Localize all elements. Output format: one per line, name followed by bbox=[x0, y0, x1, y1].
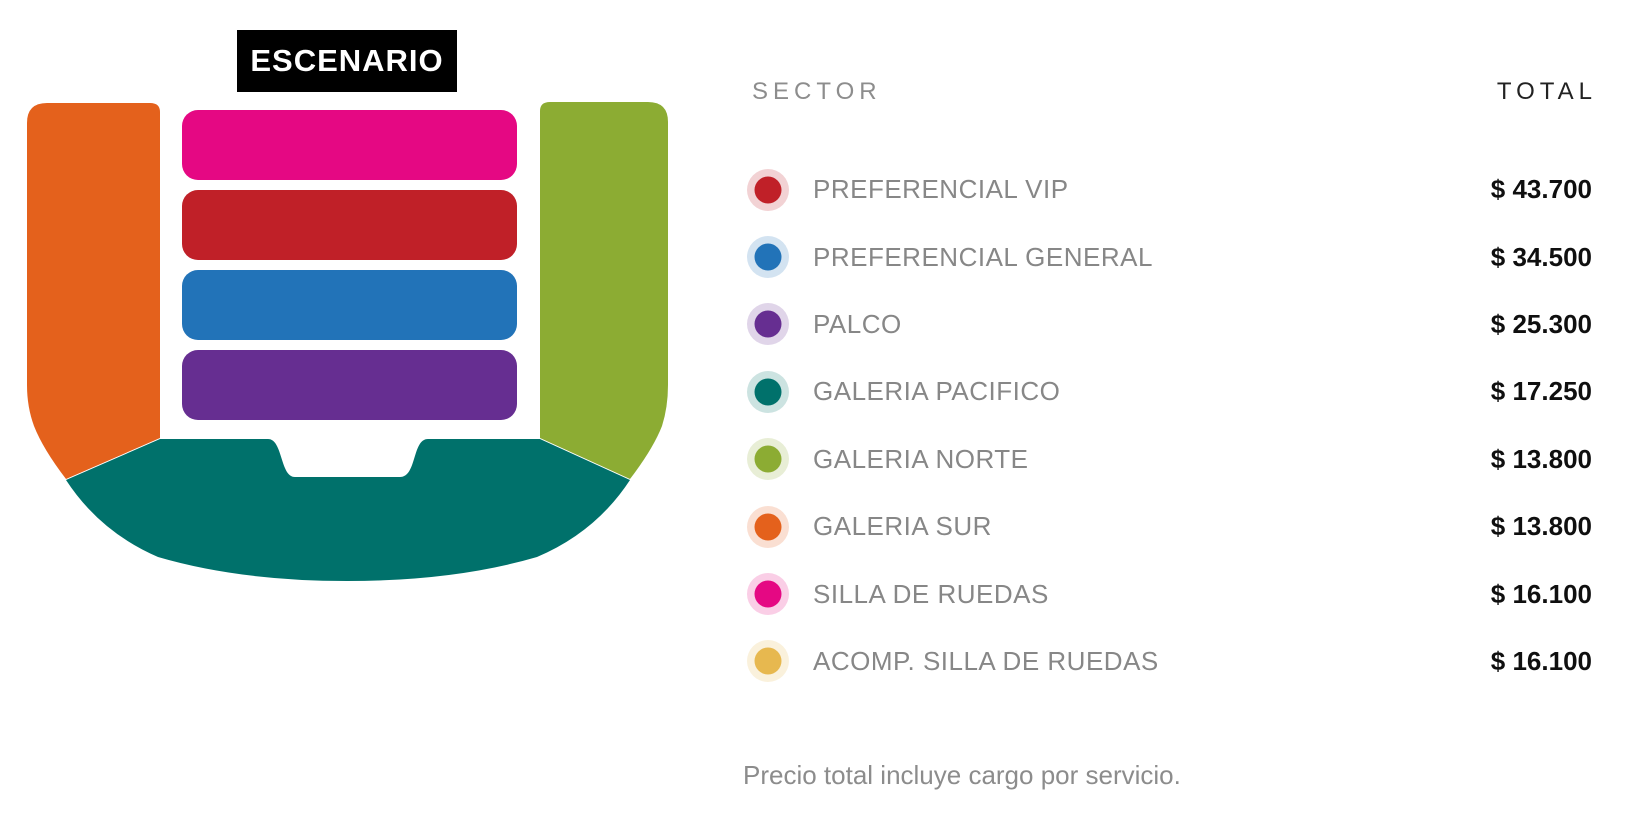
sector-label: PREFERENCIAL VIP bbox=[813, 174, 1069, 205]
sector-price: $ 13.800 bbox=[1490, 443, 1592, 474]
map-section-palco[interactable] bbox=[182, 350, 517, 420]
seat-map-graphic bbox=[27, 102, 668, 581]
legend-row-palco: PALCO $ 25.300 bbox=[747, 291, 1592, 358]
legend-row-galeria-norte: GALERIA NORTE $ 13.800 bbox=[747, 426, 1592, 493]
sector-color-dot bbox=[747, 438, 789, 481]
sector-price: $ 34.500 bbox=[1490, 241, 1592, 272]
sector-color-dot bbox=[747, 370, 789, 413]
map-section-galeria-norte[interactable] bbox=[540, 102, 668, 479]
sector-label: GALERIA PACIFICO bbox=[813, 376, 1061, 407]
sector-color-dot bbox=[747, 505, 789, 548]
venue-map: ESCENARIO bbox=[0, 0, 700, 620]
sector-label: PREFERENCIAL GENERAL bbox=[813, 241, 1153, 272]
map-section-galeria-pacifico[interactable] bbox=[66, 439, 630, 581]
sector-color-dot bbox=[747, 168, 789, 211]
sector-label: PALCO bbox=[813, 308, 902, 339]
sector-price: $ 17.250 bbox=[1490, 376, 1592, 407]
legend-row-acomp-silla-de-ruedas: ACOMP. SILLA DE RUEDAS $ 16.100 bbox=[747, 628, 1592, 695]
sector-label: GALERIA SUR bbox=[813, 511, 992, 542]
legend-row-preferencial-vip: PREFERENCIAL VIP $ 43.700 bbox=[747, 156, 1592, 223]
stage-label: ESCENARIO bbox=[237, 30, 457, 92]
sector-price: $ 25.300 bbox=[1490, 308, 1592, 339]
legend-row-preferencial-general: PREFERENCIAL GENERAL $ 34.500 bbox=[747, 223, 1592, 290]
service-charge-note: Precio total incluye cargo por servicio. bbox=[743, 760, 1181, 790]
sector-color-dot bbox=[747, 640, 789, 683]
sector-color-dot bbox=[747, 573, 789, 616]
sector-price: $ 43.700 bbox=[1490, 174, 1592, 205]
legend-row-galeria-sur: GALERIA SUR $ 13.800 bbox=[747, 493, 1592, 560]
map-section-preferencial-vip[interactable] bbox=[182, 190, 517, 260]
map-section-galeria-sur[interactable] bbox=[27, 103, 160, 479]
sector-label: GALERIA NORTE bbox=[813, 443, 1029, 474]
map-section-silla-de-ruedas[interactable] bbox=[182, 110, 517, 180]
sector-price: $ 13.800 bbox=[1490, 511, 1592, 542]
sector-color-dot bbox=[747, 303, 789, 346]
legend-row-silla-de-ruedas: SILLA DE RUEDAS $ 16.100 bbox=[747, 560, 1592, 627]
sector-price: $ 16.100 bbox=[1490, 645, 1592, 676]
price-legend: PREFERENCIAL VIP $ 43.700 PREFERENCIAL G… bbox=[747, 156, 1592, 695]
sector-color-dot bbox=[747, 236, 789, 279]
sector-label: SILLA DE RUEDAS bbox=[813, 578, 1049, 609]
sector-price: $ 16.100 bbox=[1490, 578, 1592, 609]
legend-header-total: TOTAL bbox=[1496, 78, 1597, 105]
sector-label: ACOMP. SILLA DE RUEDAS bbox=[813, 645, 1159, 676]
legend-header: SECTOR TOTAL bbox=[747, 78, 1592, 105]
map-section-preferencial-general[interactable] bbox=[182, 270, 517, 340]
legend-row-galeria-pacifico: GALERIA PACIFICO $ 17.250 bbox=[747, 358, 1592, 425]
legend-header-sector: SECTOR bbox=[752, 78, 882, 105]
